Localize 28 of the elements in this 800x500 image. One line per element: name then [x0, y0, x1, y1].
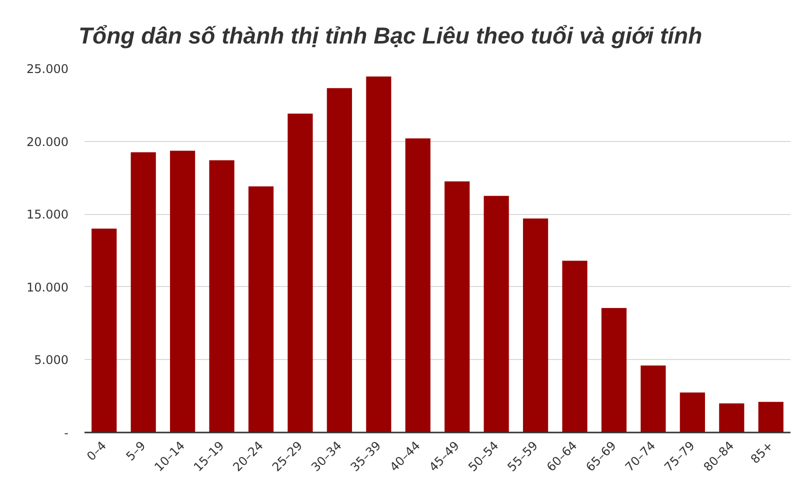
bar — [444, 181, 470, 432]
bar — [758, 402, 784, 432]
y-tick-label: 10.000 — [26, 280, 69, 294]
bar — [640, 366, 666, 432]
bar — [92, 228, 117, 432]
bar — [719, 403, 744, 432]
bar — [130, 152, 156, 432]
bar — [523, 218, 548, 432]
y-tick-label: 15.000 — [26, 208, 69, 222]
x-tick-label: 85+ — [748, 438, 776, 466]
bar — [562, 260, 588, 432]
bar — [248, 186, 274, 432]
bar — [209, 160, 234, 432]
y-tick-label: - — [64, 426, 69, 440]
x-tick-label: 0–4 — [84, 438, 110, 464]
bar — [366, 76, 392, 432]
y-tick-label: 5.000 — [34, 353, 69, 368]
bar — [601, 308, 627, 432]
chart-title: Tổng dân số thành thị tỉnh Bạc Liêu theo tuổi và giới tính — [78, 22, 702, 48]
bar — [405, 138, 430, 432]
bar — [484, 196, 509, 432]
bar — [170, 150, 196, 432]
x-tick-label: 5–9 — [123, 438, 148, 464]
bar — [288, 114, 313, 432]
bar — [680, 392, 705, 432]
bar — [326, 88, 352, 432]
y-tick-label: 25.000 — [26, 62, 69, 76]
y-tick-label: 20.000 — [26, 134, 69, 149]
